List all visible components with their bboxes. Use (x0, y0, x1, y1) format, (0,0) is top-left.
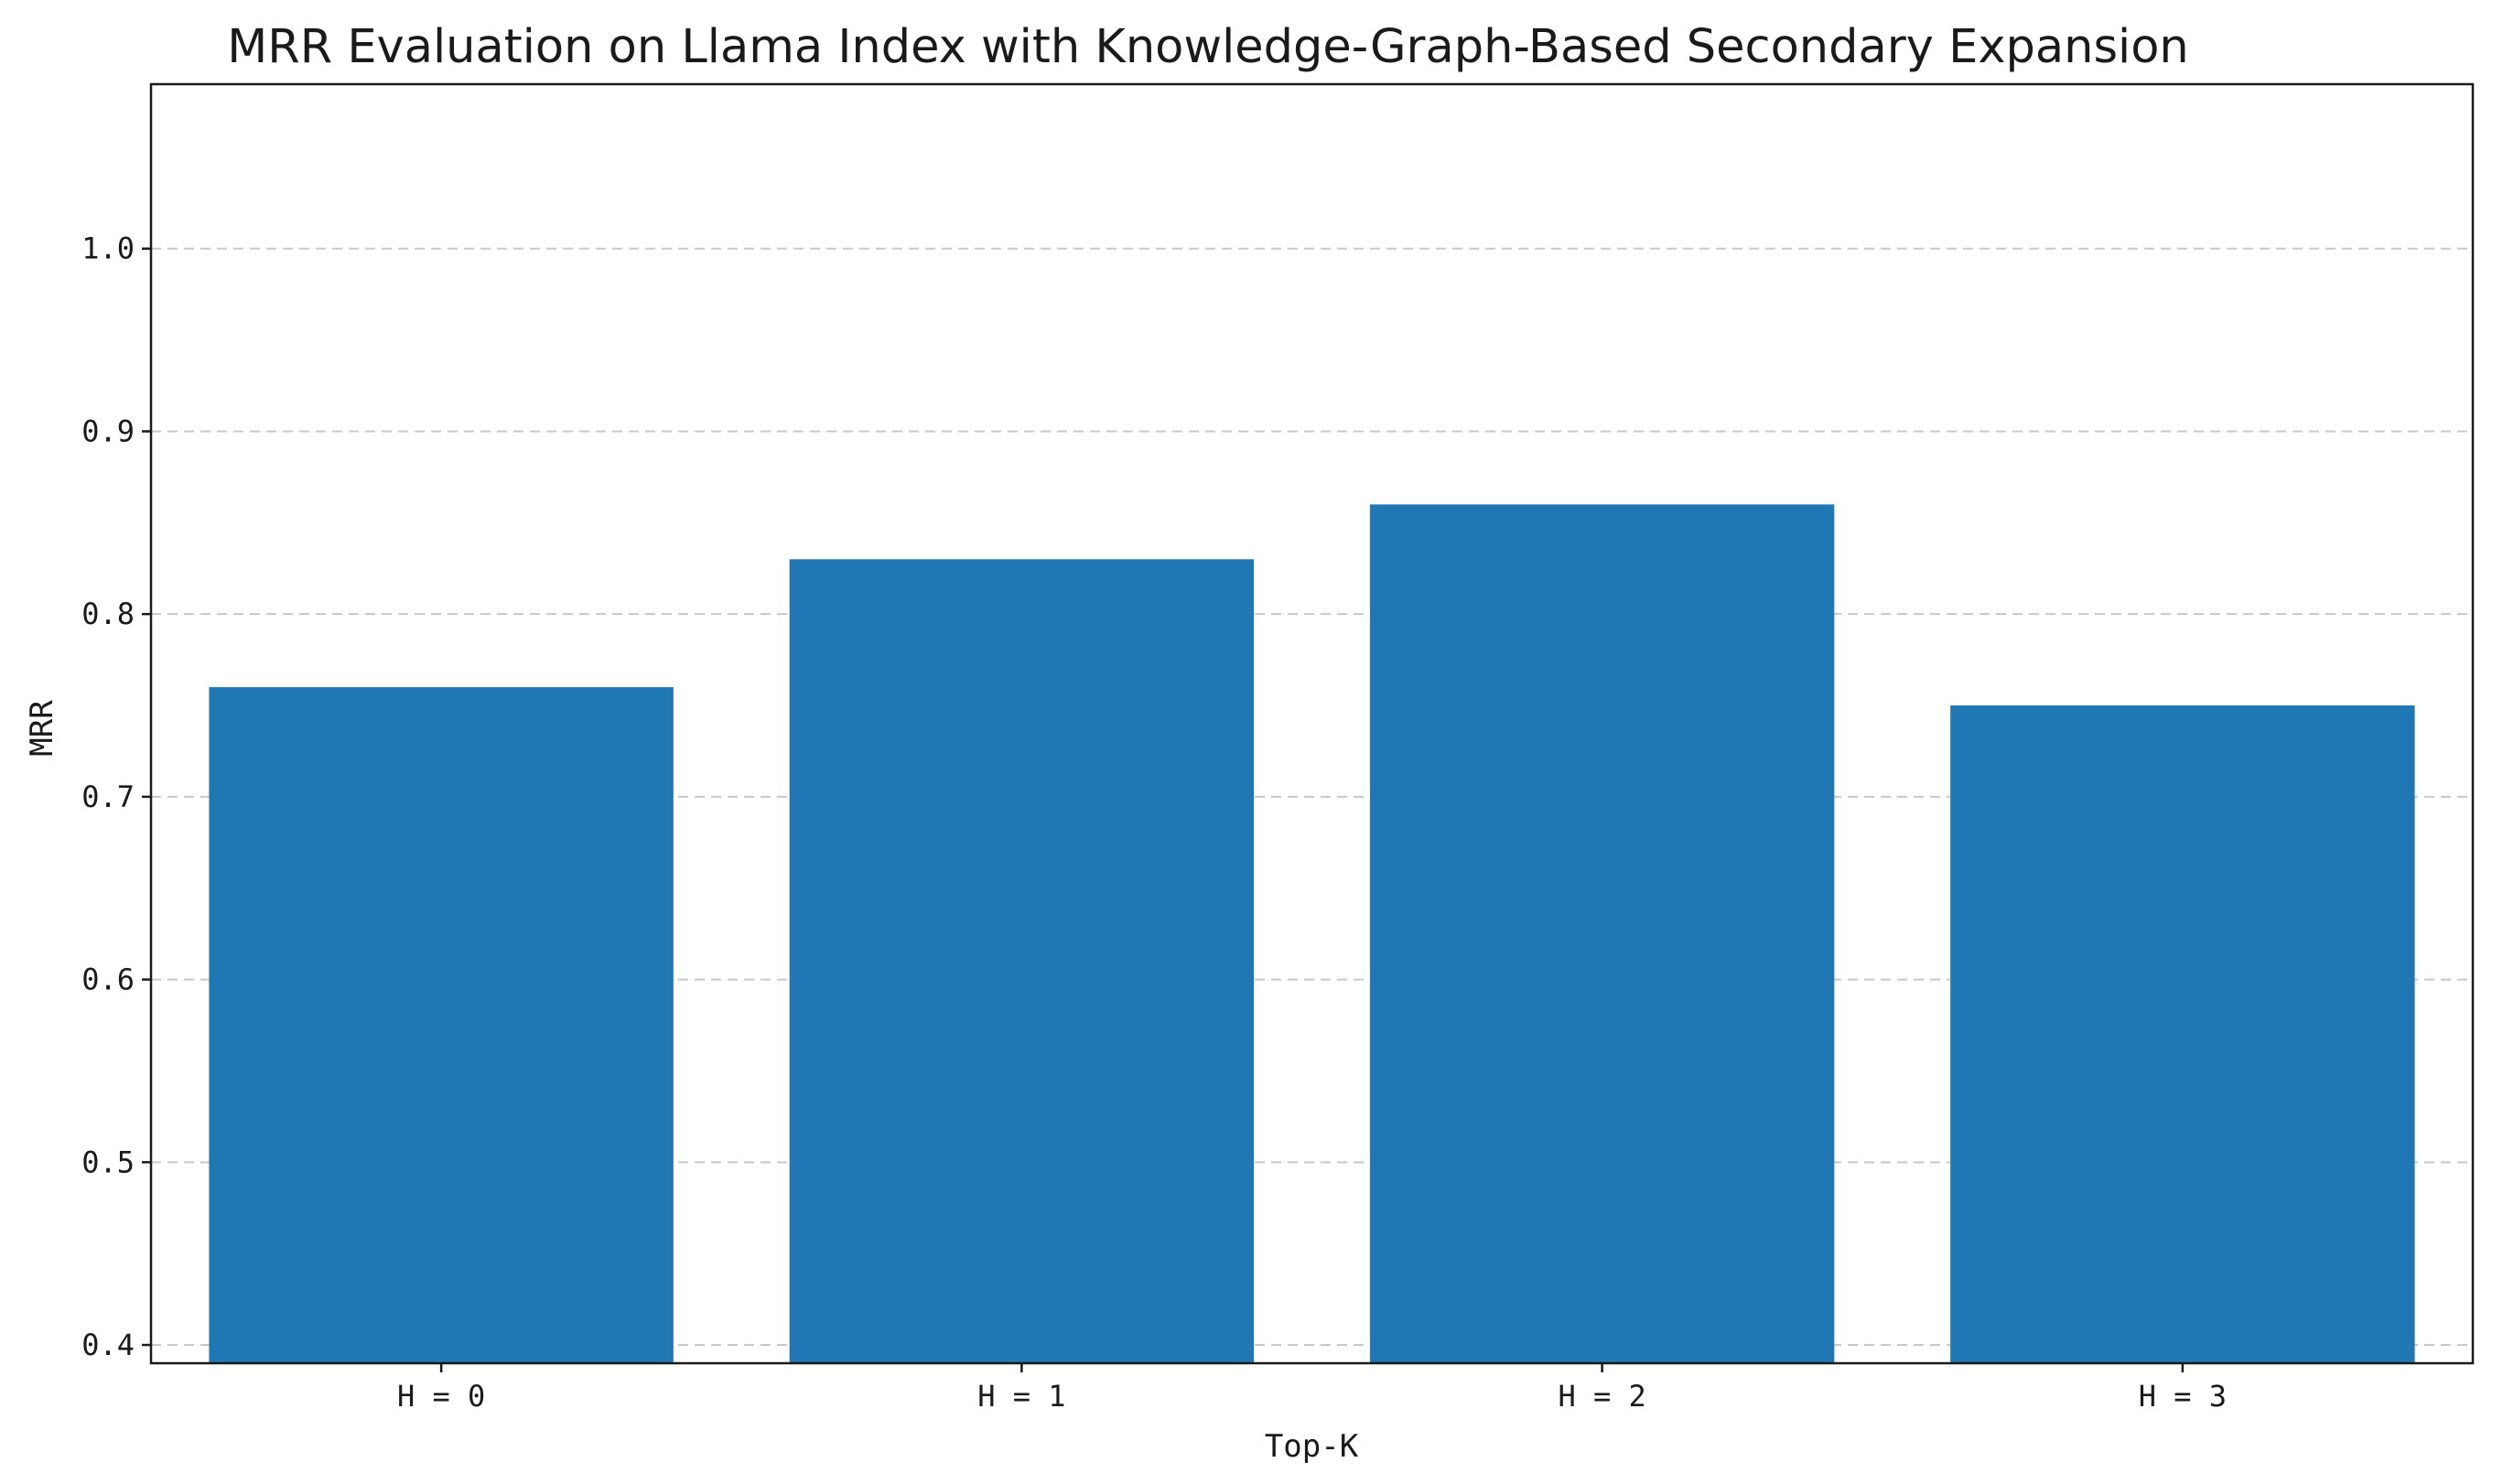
y-tick-label: 0.5 (81, 1145, 135, 1179)
y-axis-ticks: 0.4 0.5 0.6 0.7 0.8 0.9 1.0 (81, 231, 151, 1362)
x-tick-label: H = 2 (1558, 1379, 1645, 1414)
y-tick-label: 0.7 (81, 780, 135, 814)
x-tick-label: H = 1 (977, 1379, 1065, 1414)
axes-frame (149, 82, 2475, 1365)
y-tick-label: 1.0 (81, 231, 135, 266)
y-tick-label: 0.6 (81, 962, 135, 997)
y-tick-label: 0.8 (81, 597, 135, 631)
x-tick-label: H = 3 (2139, 1379, 2227, 1414)
chart-title: MRR Evaluation on Llama Index with Knowl… (227, 20, 2188, 74)
bar-0 (209, 687, 674, 1363)
x-axis-ticks: H = 0 H = 1 H = 2 H = 3 (397, 1363, 2227, 1414)
bar-1 (789, 559, 1255, 1363)
bars (209, 504, 2415, 1363)
y-tick-label: 0.4 (81, 1328, 135, 1362)
bar-3 (1950, 705, 2415, 1363)
y-tick-label: 0.9 (81, 414, 135, 448)
y-axis-label: MRR (24, 700, 60, 757)
x-axis-label: Top-K (1265, 1428, 1359, 1465)
x-tick-label: H = 0 (397, 1379, 485, 1414)
bar-2 (1369, 504, 1835, 1363)
